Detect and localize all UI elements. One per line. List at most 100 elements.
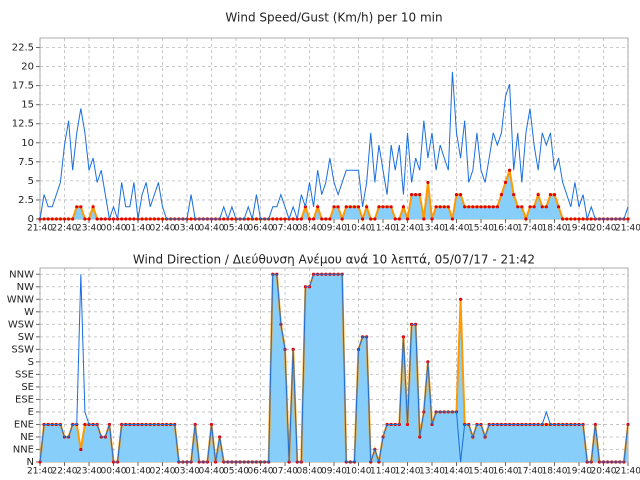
- marker: [324, 217, 328, 221]
- x-tick-label: 21:40: [615, 224, 640, 234]
- marker: [458, 193, 463, 197]
- marker: [532, 205, 536, 209]
- marker: [430, 217, 434, 221]
- marker: [160, 217, 165, 221]
- marker: [589, 217, 593, 221]
- marker: [66, 217, 71, 221]
- marker: [438, 205, 442, 209]
- marker: [320, 217, 324, 221]
- marker: [540, 205, 544, 209]
- x-tick-label: 13:40: [419, 467, 445, 477]
- x-tick-label: 02:40: [150, 224, 176, 234]
- marker: [581, 217, 585, 221]
- marker: [328, 217, 332, 221]
- marker: [58, 217, 63, 221]
- x-tick-label: 15:40: [468, 467, 494, 477]
- x-tick-label: 14:40: [444, 467, 470, 477]
- marker: [385, 205, 389, 209]
- marker: [434, 205, 438, 209]
- x-tick-label: 12:40: [395, 467, 421, 477]
- marker: [495, 205, 499, 209]
- marker: [95, 217, 99, 221]
- marker: [426, 180, 430, 185]
- plot: Wind Speed/Gust (Km/h) per 10 min 0 2.5 5 7.…: [12, 11, 640, 234]
- x-tick-label: 17:40: [517, 467, 543, 477]
- y-tick-label: SSW: [11, 344, 34, 355]
- y-tick-label: N: [27, 457, 34, 468]
- x-tick-label: 23:40: [76, 467, 102, 477]
- line: [39, 273, 629, 463]
- y-tick-label: WSW: [8, 319, 34, 330]
- x-tick-label: 16:40: [493, 467, 519, 477]
- marker: [491, 205, 495, 209]
- marker: [365, 205, 369, 209]
- x-tick-label: 14:40: [444, 224, 470, 234]
- marker: [128, 217, 132, 221]
- marker: [471, 205, 475, 209]
- marker: [463, 205, 467, 209]
- marker: [369, 217, 373, 221]
- marker: [71, 217, 75, 221]
- marker: [377, 205, 381, 209]
- marker: [311, 217, 316, 221]
- y-tick-label: SSE: [15, 369, 34, 380]
- marker: [524, 217, 528, 221]
- marker: [307, 217, 312, 221]
- marker: [152, 217, 156, 221]
- y-tick-label: W: [24, 307, 34, 318]
- line: [39, 71, 629, 221]
- y-tick-label: S: [28, 357, 34, 368]
- marker: [279, 217, 283, 221]
- chart-title: Wind Direction / Διεύθυνση Ανέμου ανά 10…: [133, 253, 535, 267]
- marker: [577, 217, 581, 221]
- marker: [479, 205, 483, 209]
- x-tick-label: 20:40: [591, 224, 617, 234]
- y-tick-label: NNW: [9, 269, 34, 280]
- x-tick-label: 16:40: [493, 224, 519, 234]
- marker: [291, 217, 295, 221]
- marker: [552, 193, 557, 197]
- y-tick-label: 2.5: [18, 195, 34, 206]
- x-tick-label: 22:40: [52, 467, 78, 477]
- x-tick-label: 08:40: [297, 467, 323, 477]
- y-tick-label: 15: [21, 100, 34, 111]
- marker: [91, 205, 95, 209]
- marker: [422, 217, 426, 221]
- x-tick-label: 02:40: [150, 467, 176, 477]
- x-tick-label: 21:40: [27, 467, 53, 477]
- marker: [458, 297, 463, 301]
- x-tick-label: 13:40: [419, 224, 445, 234]
- x-tick-label: 21:40: [27, 224, 53, 234]
- y-tick-label: 7.5: [18, 157, 34, 168]
- marker: [246, 217, 250, 221]
- y-tick-label: 10: [21, 138, 34, 149]
- marker: [144, 217, 148, 221]
- marker: [62, 217, 67, 221]
- plot: Wind Direction / Διεύθυνση Ανέμου ανά 10…: [7, 253, 640, 477]
- y-tick-label: 22.5: [12, 43, 34, 54]
- marker: [475, 205, 479, 209]
- marker: [360, 217, 365, 221]
- marker: [120, 217, 124, 221]
- marker: [405, 217, 410, 221]
- x-tick-label: 03:40: [174, 467, 200, 477]
- marker: [140, 217, 144, 221]
- x-tick-label: 00:40: [101, 467, 127, 477]
- marker: [569, 217, 573, 221]
- area: [40, 274, 628, 462]
- x-tick-label: 15:40: [468, 224, 494, 234]
- marker: [381, 205, 385, 209]
- marker: [332, 205, 336, 209]
- marker: [83, 217, 87, 221]
- x-tick-label: 12:40: [395, 224, 421, 234]
- marker: [156, 217, 161, 221]
- marker: [414, 193, 418, 197]
- y-tick-label: WNW: [7, 294, 34, 305]
- x-tick-label: 18:40: [542, 224, 568, 234]
- marker: [222, 217, 226, 221]
- marker: [79, 447, 83, 452]
- marker: [336, 205, 340, 209]
- marker: [565, 217, 569, 221]
- marker: [503, 180, 508, 185]
- x-tick-label: 04:40: [199, 467, 225, 477]
